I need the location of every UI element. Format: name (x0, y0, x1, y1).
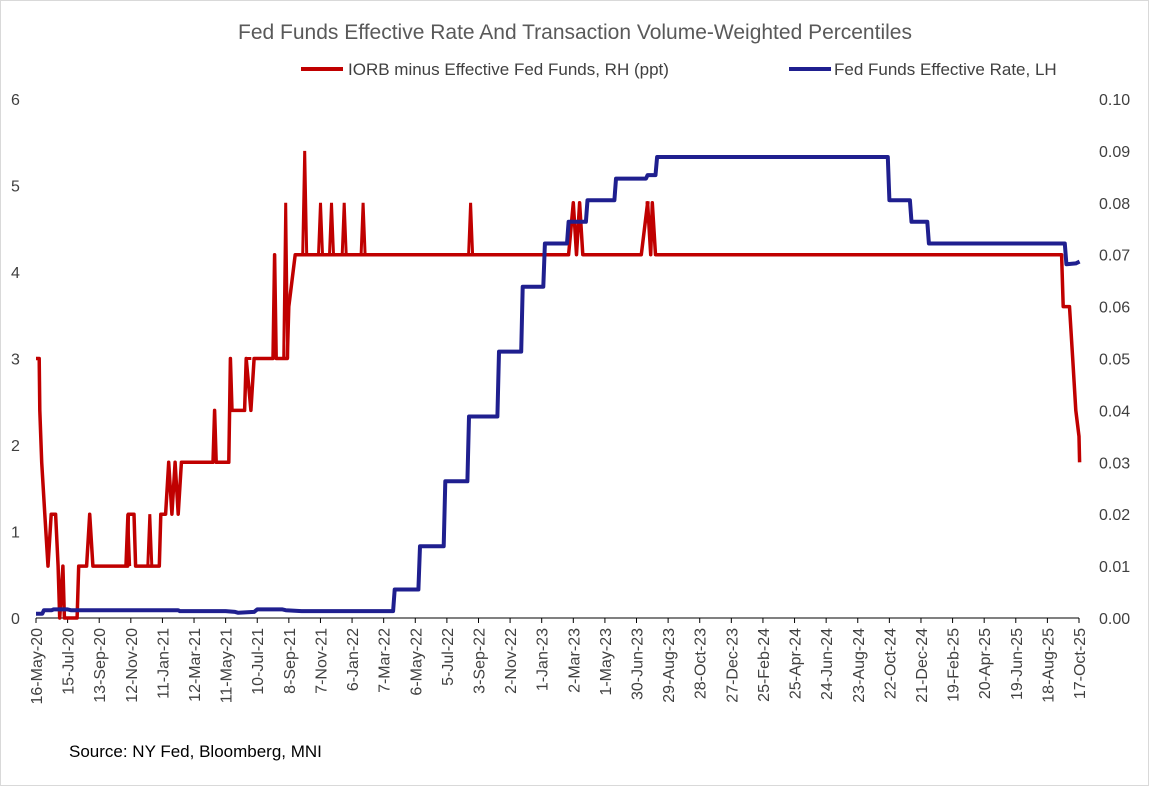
source-note: Source: NY Fed, Bloomberg, MNI (69, 742, 322, 761)
left-tick-label: 3 (11, 352, 20, 369)
x-tick-label: 2-Nov-22 (503, 628, 520, 694)
x-axis: 16-May-20 15-Jul-20 13-Sep-20 12-Nov-20 11-J… (29, 618, 1089, 704)
left-tick-label: 1 (11, 525, 20, 542)
red-series-spike (282, 202, 290, 359)
x-tick-label: 6-Jan-22 (345, 628, 362, 691)
series-iorb-minus-effr (36, 150, 1082, 620)
x-tick-label: 12-Nov-20 (124, 628, 141, 703)
x-tick-label: 21-Dec-24 (914, 628, 931, 703)
x-tick-label: 7-Mar-22 (377, 628, 394, 693)
x-tick-label: 25-Feb-24 (756, 628, 773, 702)
x-tick-label: 1-May-23 (598, 628, 615, 696)
red-series-spike (301, 150, 309, 255)
right-tick-label: 0.09 (1099, 144, 1130, 161)
left-tick-label: 2 (11, 438, 20, 455)
chart-title: Fed Funds Effective Rate And Transaction… (238, 21, 912, 44)
right-tick-label: 0.04 (1099, 403, 1130, 420)
x-tick-label: 11-Jan-21 (155, 628, 172, 699)
red-series-spike (359, 202, 367, 255)
right-tick-label: 0.00 (1099, 611, 1130, 628)
legend: IORB minus Effective Fed Funds, RH (ppt)… (301, 60, 1057, 79)
x-tick-label: 25-Apr-24 (788, 628, 805, 699)
red-series-spike (124, 514, 132, 567)
right-tick-label: 0.07 (1099, 248, 1130, 265)
right-tick-label: 0.06 (1099, 300, 1130, 317)
right-tick-label: 0.03 (1099, 455, 1130, 472)
x-tick-label: 22-Oct-24 (882, 628, 899, 699)
x-tick-label: 1-Jan-23 (535, 628, 552, 691)
x-tick-label: 15-Jul-20 (61, 628, 78, 695)
x-tick-label: 17-Oct-25 (1072, 628, 1089, 699)
x-tick-label: 5-Jul-22 (440, 628, 457, 686)
right-tick-label: 0.05 (1099, 352, 1130, 369)
x-tick-label: 12-Mar-21 (187, 628, 204, 702)
left-axis: 0 1 2 3 4 5 6 (11, 92, 20, 628)
right-tick-label: 0.02 (1099, 507, 1130, 524)
right-tick-label: 0.01 (1099, 559, 1130, 576)
x-tick-label: 19-Jun-25 (1009, 628, 1026, 700)
left-tick-label: 5 (11, 179, 20, 196)
x-tick-label: 6-May-22 (408, 628, 425, 696)
x-tick-label: 3-Sep-22 (471, 628, 488, 694)
x-tick-label: 30-Jun-23 (630, 628, 647, 700)
x-tick-label: 19-Feb-25 (946, 628, 963, 702)
blue-series-line (36, 155, 1081, 616)
right-tick-label: 0.10 (1099, 92, 1130, 109)
series-effr (36, 155, 1081, 616)
x-tick-label: 8-Sep-21 (282, 628, 299, 694)
x-tick-label: 18-Aug-25 (1040, 628, 1057, 703)
x-tick-label: 24-Jun-24 (819, 628, 836, 700)
right-axis: 0.00 0.01 0.02 0.03 0.04 0.05 0.06 0.07 0.08 0.09… (1099, 92, 1130, 628)
x-tick-label: 13-Sep-20 (92, 628, 109, 703)
left-tick-label: 4 (11, 265, 20, 282)
left-tick-label: 0 (11, 611, 20, 628)
x-tick-label: 27-Dec-23 (724, 628, 741, 703)
x-tick-label: 7-Nov-21 (313, 628, 330, 694)
x-tick-label: 28-Oct-23 (693, 628, 710, 699)
x-tick-label: 2-Mar-23 (566, 628, 583, 693)
x-tick-label: 11-May-21 (219, 628, 236, 703)
legend-label-red: IORB minus Effective Fed Funds, RH (ppt) (348, 60, 669, 79)
right-tick-label: 0.08 (1099, 196, 1130, 213)
x-tick-label: 20-Apr-25 (977, 628, 994, 699)
red-series-line (36, 201, 1082, 620)
red-series-spike (146, 514, 154, 567)
red-series-spike (340, 202, 348, 255)
red-series-spike (317, 202, 324, 255)
x-tick-label: 23-Aug-24 (851, 628, 868, 703)
legend-label-blue: Fed Funds Effective Rate, LH (834, 60, 1057, 79)
left-tick-label: 6 (11, 92, 20, 109)
red-series-spike (328, 202, 335, 255)
x-tick-label: 10-Jul-21 (250, 628, 267, 695)
x-tick-label: 29-Aug-23 (661, 628, 678, 703)
red-series-spike (467, 202, 475, 255)
x-tick-label: 16-May-20 (29, 628, 46, 705)
